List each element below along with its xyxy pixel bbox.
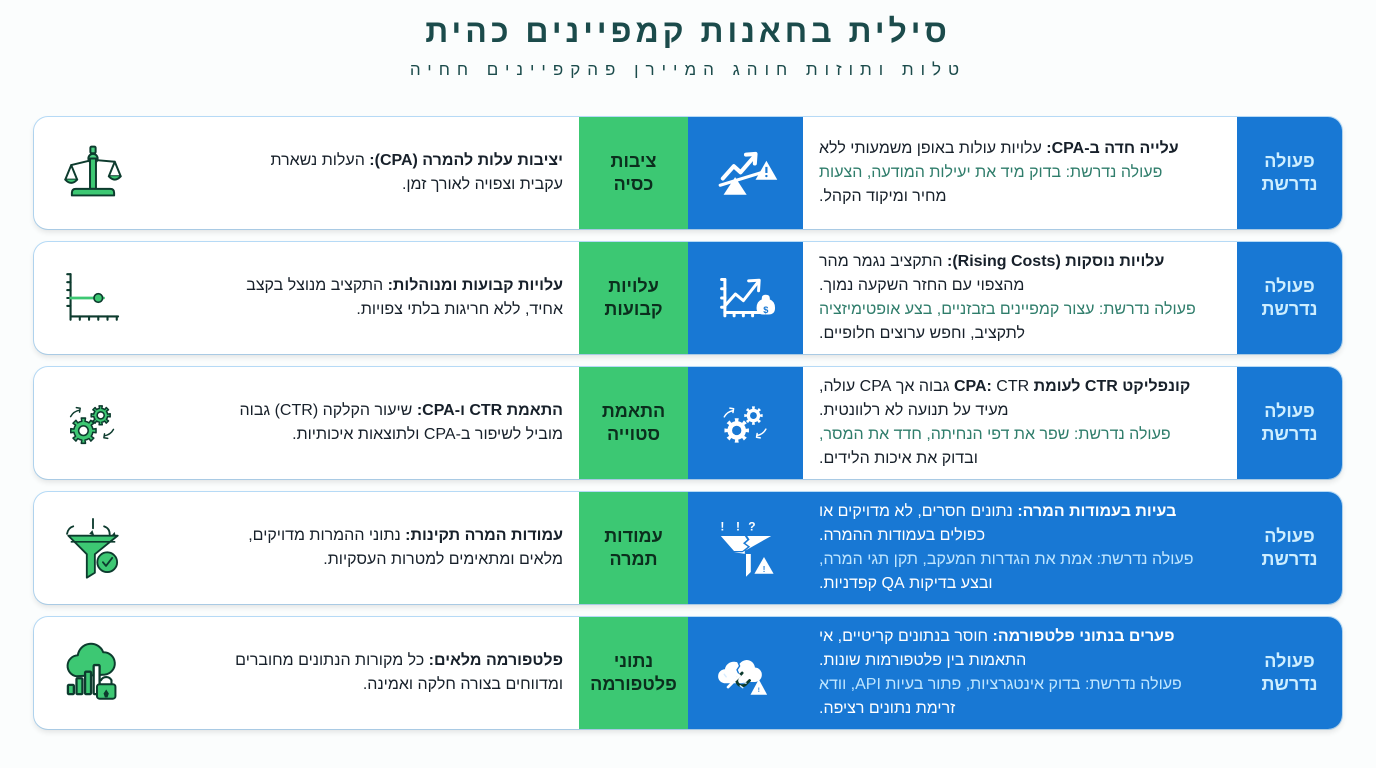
svg-text:!: !	[762, 565, 765, 574]
svg-text:$: $	[763, 305, 768, 315]
svg-text:!: !	[736, 520, 740, 534]
svg-text:!: !	[720, 520, 724, 534]
svg-text:?: ?	[748, 520, 755, 534]
svg-text:!: !	[757, 687, 759, 694]
